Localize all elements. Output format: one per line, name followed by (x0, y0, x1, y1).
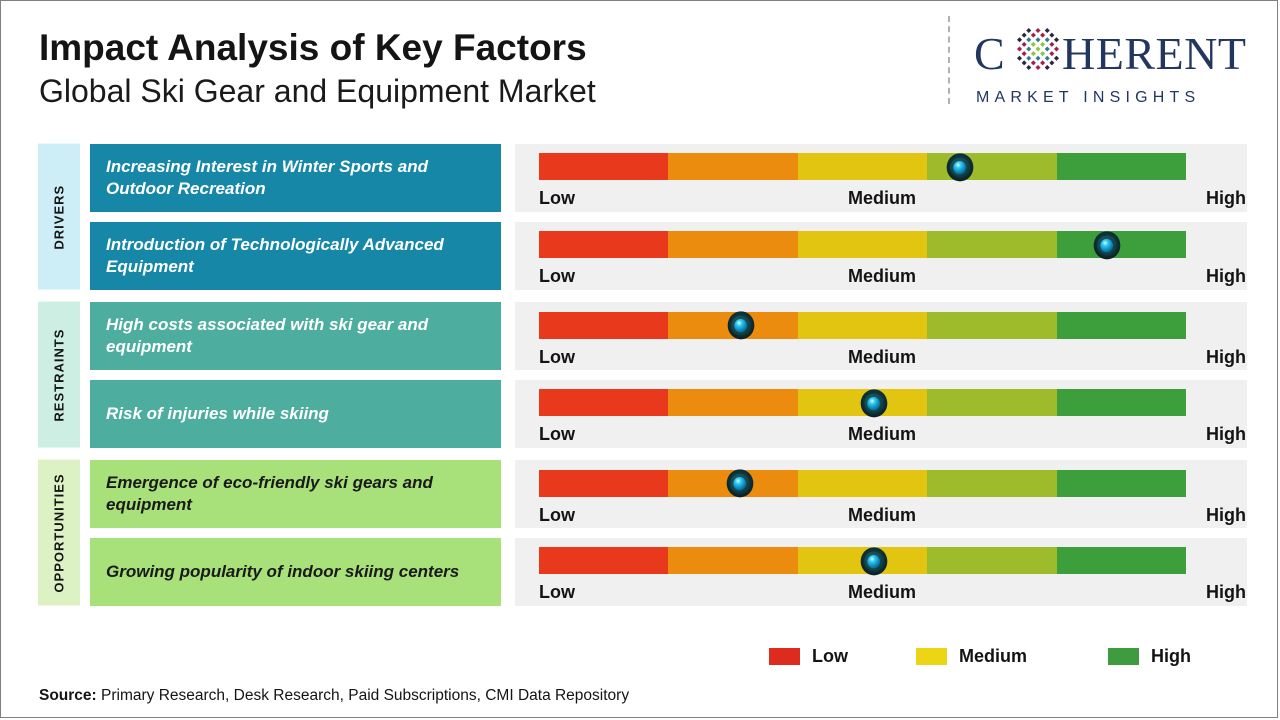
svg-text:MARKET INSIGHTS: MARKET INSIGHTS (976, 89, 1200, 106)
svg-text:HERENT: HERENT (1062, 28, 1246, 79)
svg-text:C: C (974, 28, 1005, 79)
